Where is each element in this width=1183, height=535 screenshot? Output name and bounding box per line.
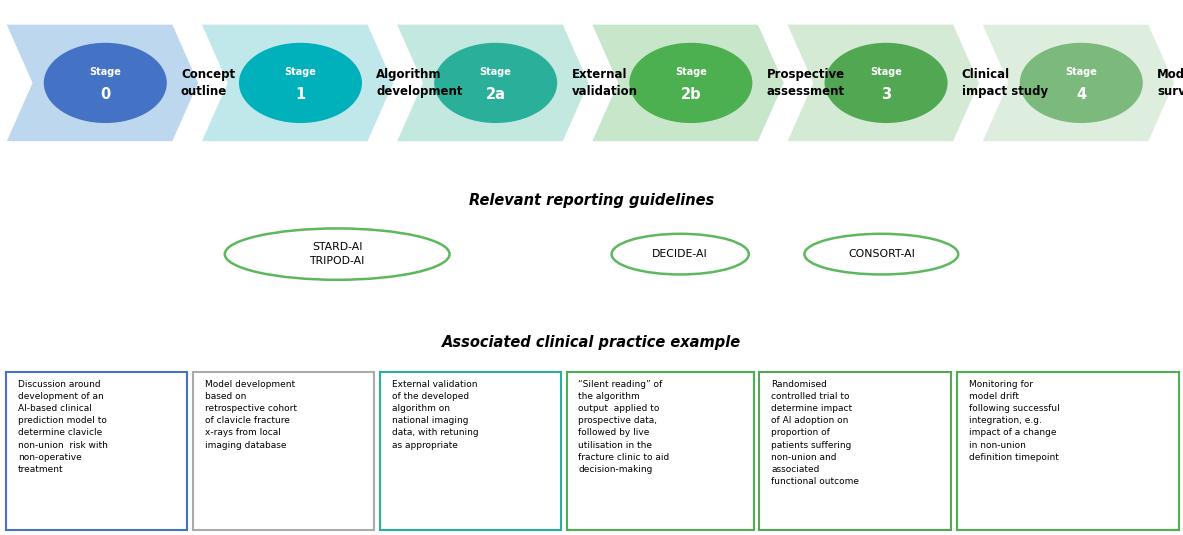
Ellipse shape xyxy=(434,43,557,123)
Text: 1: 1 xyxy=(296,87,305,102)
Polygon shape xyxy=(787,24,980,142)
Text: Relevant reporting guidelines: Relevant reporting guidelines xyxy=(468,193,715,208)
Text: Randomised
controlled trial to
determine impact
of AI adoption on
proportion of
: Randomised controlled trial to determine… xyxy=(771,380,859,486)
FancyBboxPatch shape xyxy=(380,372,561,530)
Text: Model
surveillance: Model surveillance xyxy=(1157,68,1183,98)
Text: 3: 3 xyxy=(881,87,891,102)
Text: Associated clinical practice example: Associated clinical practice example xyxy=(442,335,741,350)
FancyBboxPatch shape xyxy=(957,372,1179,530)
Text: Stage: Stage xyxy=(871,67,901,77)
Polygon shape xyxy=(201,24,394,142)
Text: Stage: Stage xyxy=(90,67,121,77)
FancyBboxPatch shape xyxy=(6,372,187,530)
Polygon shape xyxy=(982,24,1175,142)
Text: Stage: Stage xyxy=(1066,67,1097,77)
Ellipse shape xyxy=(239,43,362,123)
Text: “Silent reading” of
the algorithm
output  applied to
prospective data,
followed : “Silent reading” of the algorithm output… xyxy=(578,380,670,474)
Text: STARD-AI
TRIPOD-AI: STARD-AI TRIPOD-AI xyxy=(310,242,364,266)
Ellipse shape xyxy=(1020,43,1143,123)
FancyBboxPatch shape xyxy=(193,372,374,530)
Text: 4: 4 xyxy=(1077,87,1086,102)
Polygon shape xyxy=(592,24,784,142)
Text: External validation
of the developed
algorithm on
national imaging
data, with re: External validation of the developed alg… xyxy=(392,380,478,449)
Text: 0: 0 xyxy=(101,87,110,102)
Text: CONSORT-AI: CONSORT-AI xyxy=(848,249,914,259)
Ellipse shape xyxy=(825,43,948,123)
Ellipse shape xyxy=(629,43,752,123)
Text: Stage: Stage xyxy=(480,67,511,77)
Text: Discussion around
development of an
AI-based clinical
prediction model to
determ: Discussion around development of an AI-b… xyxy=(18,380,108,474)
Text: Model development
based on
retrospective cohort
of clavicle fracture
x-rays from: Model development based on retrospective… xyxy=(205,380,297,449)
Text: 2a: 2a xyxy=(486,87,505,102)
Text: Concept
outline: Concept outline xyxy=(181,68,235,98)
Text: Algorithm
development: Algorithm development xyxy=(376,68,463,98)
Text: Prospective
assessment: Prospective assessment xyxy=(767,68,845,98)
Text: Monitoring for
model drift
following successful
integration, e.g.
impact of a ch: Monitoring for model drift following suc… xyxy=(969,380,1060,462)
FancyBboxPatch shape xyxy=(759,372,951,530)
Polygon shape xyxy=(396,24,589,142)
Polygon shape xyxy=(6,24,199,142)
Ellipse shape xyxy=(44,43,167,123)
Text: DECIDE-AI: DECIDE-AI xyxy=(652,249,709,259)
Text: External
validation: External validation xyxy=(571,68,638,98)
FancyBboxPatch shape xyxy=(567,372,754,530)
Text: Stage: Stage xyxy=(285,67,316,77)
Text: Stage: Stage xyxy=(675,67,706,77)
Text: 2b: 2b xyxy=(680,87,702,102)
Text: Clinical
impact study: Clinical impact study xyxy=(962,68,1048,98)
